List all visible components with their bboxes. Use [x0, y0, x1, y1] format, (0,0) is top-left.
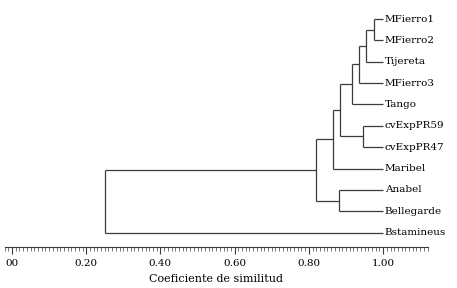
X-axis label: Coeficiente de similitud: Coeficiente de similitud [149, 274, 283, 284]
Text: cvExpPR47: cvExpPR47 [385, 143, 444, 152]
Text: cvExpPR59: cvExpPR59 [385, 121, 444, 130]
Text: Anabel: Anabel [385, 185, 421, 194]
Text: Bstamineus: Bstamineus [385, 228, 446, 237]
Text: MFierro2: MFierro2 [385, 36, 435, 45]
Text: Tango: Tango [385, 100, 417, 109]
Text: MFierro1: MFierro1 [385, 15, 435, 24]
Text: Maribel: Maribel [385, 164, 426, 173]
Text: Bellegarde: Bellegarde [385, 207, 442, 216]
Text: Tijereta: Tijereta [385, 57, 425, 66]
Text: MFierro3: MFierro3 [385, 79, 435, 88]
